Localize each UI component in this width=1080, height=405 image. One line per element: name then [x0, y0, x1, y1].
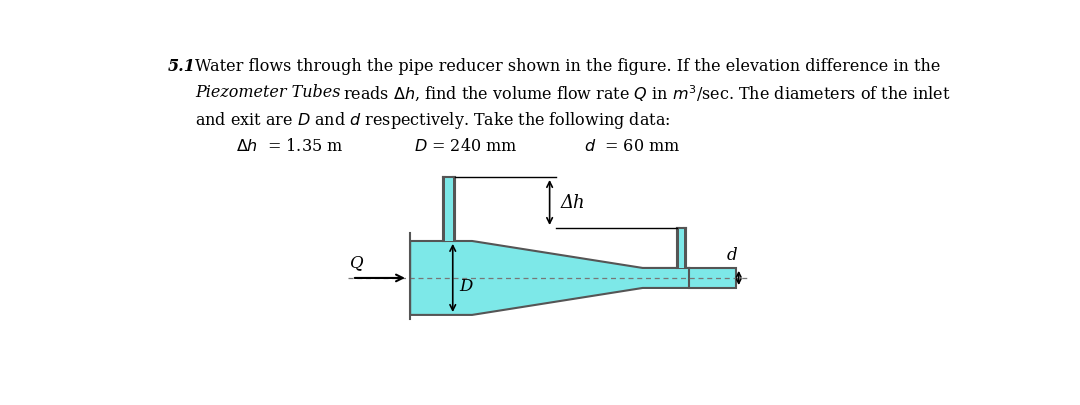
Text: $\Delta h$  = 1.35 m: $\Delta h$ = 1.35 m — [235, 138, 343, 155]
Polygon shape — [410, 241, 689, 315]
Text: Water flows through the pipe reducer shown in the figure. If the elevation diffe: Water flows through the pipe reducer sho… — [195, 58, 941, 75]
Bar — [677, 228, 678, 268]
Text: $d$  = 60 mm: $d$ = 60 mm — [584, 138, 680, 155]
Bar — [445, 178, 453, 241]
Bar — [678, 228, 684, 268]
Bar — [684, 228, 686, 268]
Bar — [443, 178, 445, 241]
Bar — [453, 178, 455, 241]
Text: 5.1: 5.1 — [167, 58, 195, 75]
Text: reads $\Delta h$, find the volume flow rate $Q$ in $m^3$/sec. The diameters of t: reads $\Delta h$, find the volume flow r… — [338, 84, 950, 104]
Text: Δh: Δh — [561, 194, 585, 212]
Text: Q: Q — [350, 254, 364, 271]
Text: D: D — [459, 277, 472, 294]
Bar — [689, 268, 735, 288]
Text: and exit are $D$ and $d$ respectively. Take the following data:: and exit are $D$ and $d$ respectively. T… — [195, 110, 671, 131]
Text: Piezometer Tubes: Piezometer Tubes — [195, 84, 341, 101]
Text: d: d — [727, 247, 738, 264]
Text: $D$ = 240 mm: $D$ = 240 mm — [414, 138, 517, 155]
